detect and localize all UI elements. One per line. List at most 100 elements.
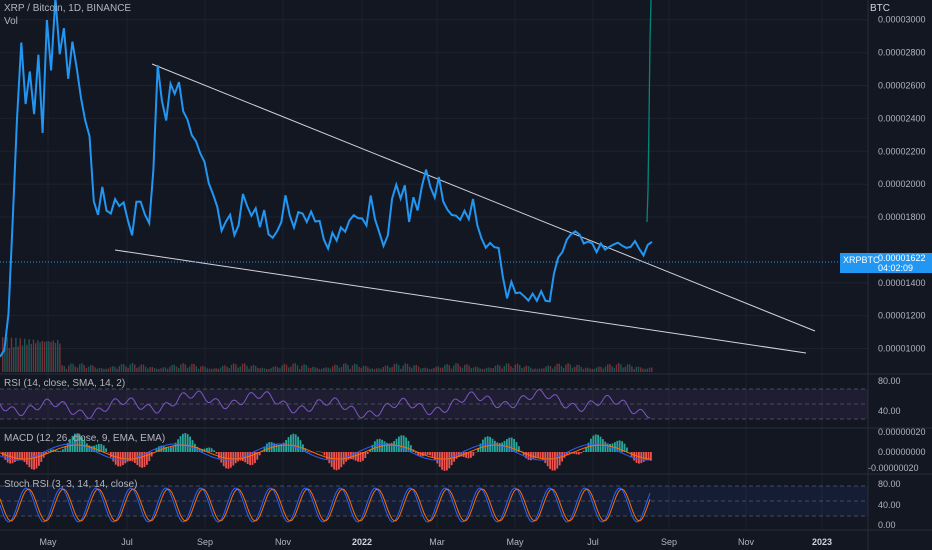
candle-countdown: 04:02:09 xyxy=(878,263,914,273)
volume-bar xyxy=(545,366,547,372)
volume-bar xyxy=(525,365,527,372)
volume-bar xyxy=(547,365,549,372)
price-tick-label: 0.00002800 xyxy=(878,48,926,58)
macd-histogram-bar xyxy=(537,452,539,458)
volume-bar xyxy=(200,366,202,372)
macd-histogram-bar xyxy=(254,452,256,464)
price-tick-label: 0.00002400 xyxy=(878,113,926,123)
volume-bar xyxy=(505,363,508,372)
volume-bar xyxy=(136,367,138,372)
macd-histogram-bar xyxy=(563,452,566,458)
macd-histogram-bar xyxy=(186,434,189,452)
macd-histogram-bar xyxy=(340,452,343,468)
volume-bar xyxy=(68,365,70,372)
volume-bar xyxy=(208,368,211,372)
symbol-legend[interactable]: XRP / Bitcoin, 1D, BINANCE xyxy=(4,3,132,14)
macd-legend[interactable]: MACD (12, 26, close, 9, EMA, EMA) xyxy=(4,433,166,444)
macd-histogram-bar xyxy=(146,452,148,465)
volume-bar xyxy=(626,364,629,372)
volume-bar xyxy=(13,347,15,372)
volume-bar xyxy=(263,368,266,372)
trendlines[interactable] xyxy=(114,63,816,354)
macd-histogram-bar xyxy=(510,437,513,452)
price-tick-label: 0.00001800 xyxy=(878,212,926,222)
volume-bar xyxy=(8,348,10,372)
macd-histogram-bar xyxy=(47,450,50,452)
volume-bar xyxy=(230,364,233,372)
volume-bar xyxy=(292,363,294,372)
macd-histogram-bar xyxy=(549,452,551,469)
macd-histogram-bar xyxy=(369,449,371,452)
time-tick-label: Jul xyxy=(121,537,133,547)
rsi-legend[interactable]: RSI (14, close, SMA, 14, 2) xyxy=(4,378,126,389)
macd-histogram-bar xyxy=(182,433,184,452)
macd-histogram-bar xyxy=(503,440,506,452)
time-tick-label: Nov xyxy=(275,537,292,547)
volume-bar xyxy=(215,368,217,372)
volume-bar xyxy=(532,368,534,372)
macd-histogram-bar xyxy=(206,447,208,452)
stoch-rsi-legend[interactable]: Stoch RSI (3, 3, 14, 14, close) xyxy=(4,479,138,490)
volume-bar xyxy=(384,365,387,372)
macd-histogram-bar xyxy=(170,447,172,452)
macd-histogram-bar xyxy=(21,452,23,461)
volume-bar xyxy=(373,368,376,372)
volume-bar xyxy=(226,366,228,372)
macd-histogram-bar xyxy=(582,450,585,452)
volume-legend[interactable]: Vol xyxy=(4,16,18,27)
volume-bar xyxy=(413,365,415,372)
volume-bar xyxy=(459,366,461,372)
volume-bar xyxy=(127,367,129,372)
volume-bar xyxy=(158,368,160,372)
volume-bar xyxy=(248,368,250,372)
macd-histogram-bar xyxy=(218,452,220,459)
rsi-pane: 80.00 40.00 xyxy=(0,376,901,420)
volume-bar xyxy=(376,368,378,372)
macd-histogram-bar xyxy=(359,452,362,462)
volume-bar xyxy=(213,368,215,372)
volume-bar xyxy=(98,367,101,372)
time-axis[interactable]: May Jul Sep Nov 2022 Mar May Jul Sep Nov 2023 xyxy=(39,537,832,547)
volume-bar xyxy=(72,363,74,372)
volume-bar xyxy=(479,368,481,372)
price-axis[interactable]: 0.00003000 0.00002800 0.00002600 0.00002400… xyxy=(878,15,926,354)
macd-histogram-bar xyxy=(410,445,412,452)
macd-histogram-bar xyxy=(150,452,153,457)
macd-histogram-bar xyxy=(597,434,599,452)
volume-bar xyxy=(543,368,545,372)
volume-bar xyxy=(437,366,439,372)
volume-bar xyxy=(534,368,536,372)
volume-bar xyxy=(343,363,345,372)
volume-bar xyxy=(442,367,444,372)
volume-bar xyxy=(59,343,61,372)
volume-bar xyxy=(237,367,239,372)
macd-histogram-bar xyxy=(196,446,199,452)
volume-bar xyxy=(569,364,571,372)
volume-bar xyxy=(446,363,448,372)
macd-histogram-bar xyxy=(386,442,388,452)
volume-bar xyxy=(299,368,301,372)
volume-bar xyxy=(112,366,114,372)
macd-histogram-bar xyxy=(282,442,285,452)
volume-bar xyxy=(519,365,521,372)
volume-bar xyxy=(510,366,512,372)
volume-bar xyxy=(290,366,292,372)
volume-bar xyxy=(648,367,651,372)
price-axis-unit: BTC xyxy=(870,3,890,14)
volume-bar xyxy=(175,366,178,372)
macd-histogram-bar xyxy=(194,443,196,452)
volume-bar xyxy=(560,366,563,372)
macd-histogram-bar xyxy=(578,452,580,455)
volume-bar xyxy=(585,367,587,372)
volume-bar xyxy=(310,368,312,372)
macd-histogram-bar xyxy=(174,442,177,452)
volume-bar xyxy=(145,366,147,372)
macd-histogram-bar xyxy=(393,441,395,452)
price-line[interactable] xyxy=(0,0,653,358)
volume-bar xyxy=(266,369,268,372)
macd-histogram-bar xyxy=(112,452,115,462)
volume-bar xyxy=(402,365,404,372)
volume-bar xyxy=(371,368,373,372)
macd-histogram-bar xyxy=(590,438,592,452)
